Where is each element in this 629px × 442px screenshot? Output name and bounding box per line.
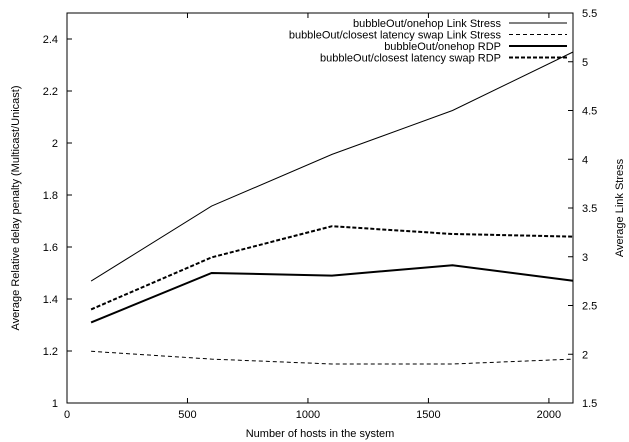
series-lines [90,51,574,365]
left-y-tick-label: 2.2 [43,86,58,98]
legend: bubbleOut/onehop Link StressbubbleOut/cl… [289,18,567,65]
x-axis-ticks: 0 500 1000 1500 2000 [64,13,561,421]
left-y-tick-label: 1.6 [43,242,58,254]
right-y-tick-label: 4 [582,154,588,166]
x-tick-label: 1000 [296,409,320,421]
legend-label: bubbleOut/onehop Link Stress [353,18,501,30]
series-line-3 [90,264,574,324]
left-y-axis-label: Average Relative delay penalty (Multicas… [10,86,22,331]
legend-label: bubbleOut/closest latency swap RDP [320,53,501,65]
plot-frame [66,12,574,404]
left-y-tick-label: 1.4 [43,294,58,306]
series-line-1 [90,51,574,282]
legend-label: bubbleOut/closest latency swap Link Stre… [289,30,502,42]
series-line-4 [90,225,574,311]
series-line-2 [91,350,574,365]
right-y-tick-label: 4.5 [582,106,597,118]
left-y-tick-label: 1.2 [43,346,58,358]
right-y-tick-label: 3.5 [582,203,597,215]
legend-label: bubbleOut/onehop RDP [384,41,501,53]
x-tick-label: 500 [178,409,196,421]
left-y-tick-label: 1.8 [43,190,58,202]
left-y-axis-ticks: 1 1.2 1.4 1.6 1.8 2 2.2 2.4 [43,34,72,410]
right-y-tick-label: 2.5 [582,301,597,313]
left-y-tick-label: 1 [52,398,58,410]
right-y-axis-ticks: 1.5 2 2.5 3 3.5 4 4.5 5 5.5 [568,8,597,410]
x-tick-label: 1500 [416,409,440,421]
left-y-tick-label: 2.4 [43,34,58,46]
right-y-tick-label: 5 [582,57,588,69]
x-tick-label: 0 [64,409,70,421]
x-tick-label: 2000 [537,409,561,421]
right-y-tick-label: 2 [582,349,588,361]
left-y-tick-label: 2 [52,138,58,150]
right-y-axis-label: Average Link Stress [614,158,626,257]
right-y-tick-label: 1.5 [582,398,597,410]
right-y-tick-label: 5.5 [582,8,597,20]
right-y-tick-label: 3 [582,252,588,264]
x-axis-label: Number of hosts in the system [246,428,395,440]
